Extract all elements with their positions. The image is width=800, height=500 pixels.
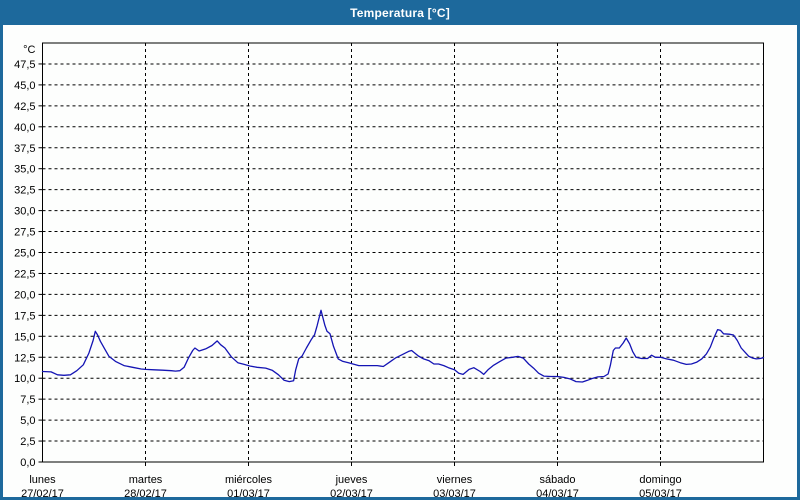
y-tick-label: 10,0 (14, 373, 35, 385)
x-date-label: 04/03/17 (536, 488, 579, 497)
y-tick-label: 37,5 (14, 143, 35, 155)
window-title: Temperatura [°C] (350, 6, 450, 20)
x-date-label: 27/02/17 (21, 488, 64, 497)
y-axis-labels: 0,0 2,5 5,0 7,5 10,0 12,5 15,0 17,5 20,0 22,5 25,0… (14, 44, 35, 469)
x-day-label: martes (129, 474, 163, 486)
y-tick-label: 17,5 (14, 310, 35, 322)
y-tick-label: 40,0 (14, 122, 35, 134)
x-date-label: 05/03/17 (639, 488, 682, 497)
y-tick-label: 45,0 (14, 80, 35, 92)
x-date-label: 28/02/17 (124, 488, 167, 497)
y-tick-label: 27,5 (14, 227, 35, 239)
x-day-label: domingo (639, 474, 681, 486)
x-axis-labels: lunes 27/02/17 martes 28/02/17 miércoles 01/0… (21, 474, 682, 497)
y-axis-unit-label: °C (23, 44, 35, 56)
y-tick-label: 32,5 (14, 185, 35, 197)
y-tick-label: 12,5 (14, 352, 35, 364)
x-date-label: 03/03/17 (433, 488, 476, 497)
y-tick-label: 42,5 (14, 101, 35, 113)
y-tick-label: 0,0 (20, 457, 35, 469)
y-tick-label: 22,5 (14, 268, 35, 280)
x-day-label: viernes (437, 474, 473, 486)
x-date-label: 01/03/17 (227, 488, 270, 497)
y-tick-label: 2,5 (20, 436, 35, 448)
chart-area: 0,0 2,5 5,0 7,5 10,0 12,5 15,0 17,5 20,0 22,5 25,0… (3, 25, 797, 497)
title-bar: Temperatura [°C] (3, 3, 797, 25)
y-tick-label: 47,5 (14, 59, 35, 71)
x-day-label: jueves (335, 474, 368, 486)
axis-ticks (38, 63, 661, 466)
temperature-line (41, 309, 765, 383)
y-tick-label: 35,0 (14, 164, 35, 176)
y-tick-label: 30,0 (14, 206, 35, 218)
temperature-series (41, 309, 765, 383)
x-date-label: 02/03/17 (330, 488, 373, 497)
y-tick-label: 15,0 (14, 331, 35, 343)
y-tick-label: 7,5 (20, 394, 35, 406)
temperature-chart-svg: 0,0 2,5 5,0 7,5 10,0 12,5 15,0 17,5 20,0 22,5 25,0… (14, 42, 765, 497)
y-tick-label: 25,0 (14, 248, 35, 260)
y-tick-label: 5,0 (20, 415, 35, 427)
x-day-label: lunes (29, 474, 56, 486)
x-day-label: miércoles (225, 474, 273, 486)
x-day-label: sábado (539, 474, 575, 486)
gridlines (42, 43, 764, 462)
y-tick-label: 20,0 (14, 289, 35, 301)
